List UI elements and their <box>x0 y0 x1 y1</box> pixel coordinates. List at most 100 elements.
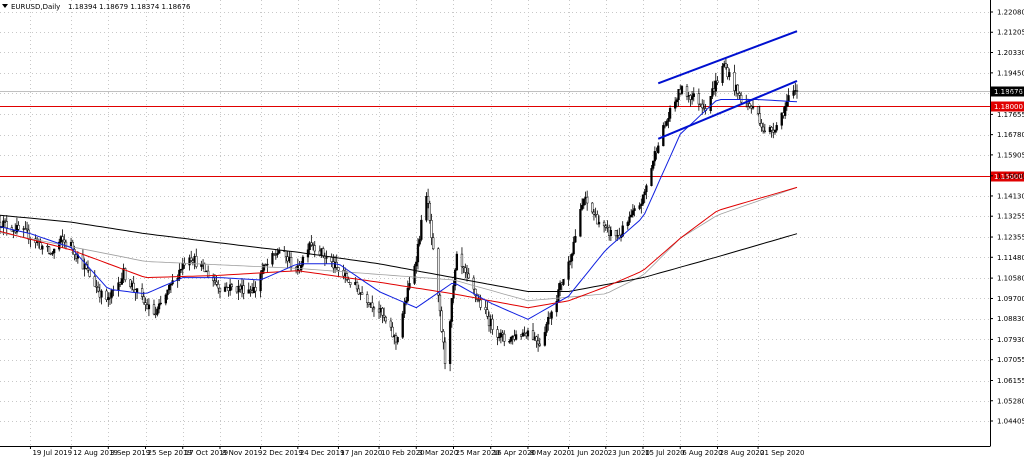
candle-body <box>179 268 183 271</box>
candle-body <box>61 236 64 241</box>
candle-body <box>472 277 475 290</box>
y-tick-label: 1.15000 <box>997 172 1024 180</box>
candle-body <box>213 280 217 283</box>
candle-body <box>586 196 589 204</box>
candle-body <box>41 245 44 250</box>
candle-body <box>792 90 795 96</box>
candle-body <box>276 253 279 256</box>
candle-body <box>596 214 599 225</box>
candle-body <box>157 303 161 310</box>
candle-body <box>266 263 269 266</box>
candle-body <box>300 264 303 271</box>
candle-body <box>432 237 435 250</box>
candle-body <box>701 103 704 109</box>
candle-body <box>531 330 535 340</box>
candle-body <box>680 86 684 94</box>
x-tick-label: 10 Feb 2020 <box>381 449 425 457</box>
candle-body <box>484 307 487 310</box>
candle-body <box>408 283 411 289</box>
x-tick-label: 25 Sep 2019 <box>148 449 192 457</box>
candle-body <box>124 268 127 281</box>
trend-line <box>657 80 798 140</box>
symbol-label: EURUSD,Daily <box>11 3 60 11</box>
y-tick-label: 1.22080 <box>997 9 1024 17</box>
candle-body <box>579 209 582 237</box>
y-tick-label: 1.20330 <box>997 49 1024 57</box>
candle-body <box>426 195 430 204</box>
candle-body <box>574 236 577 243</box>
candle-body <box>203 263 206 273</box>
candle-body <box>443 341 447 364</box>
candle-body <box>140 288 144 297</box>
candle-body <box>452 285 455 299</box>
candle-body <box>690 96 694 100</box>
candle-body <box>455 253 459 271</box>
candle-body <box>230 284 233 288</box>
candle-body <box>763 130 766 133</box>
candle-body <box>604 225 607 228</box>
candle-body <box>464 267 467 273</box>
y-tick-label: 1.08830 <box>997 315 1024 323</box>
candle-body <box>514 334 518 340</box>
candle-body <box>508 341 511 343</box>
ma-slow-line <box>0 214 798 292</box>
x-tick-label: 1 Jun 2020 <box>571 449 609 457</box>
y-tick-label: 1.14130 <box>997 192 1024 200</box>
candle-body <box>628 216 631 223</box>
candle-body <box>262 264 266 271</box>
dropdown-arrow-icon[interactable] <box>2 4 8 8</box>
candle-body <box>702 107 706 109</box>
candle-body <box>491 318 494 330</box>
candle-body <box>51 252 54 255</box>
candle-body <box>135 288 139 294</box>
candle-body <box>212 276 215 281</box>
candle-body <box>657 145 660 153</box>
candle-body <box>630 214 633 218</box>
candle-body <box>736 84 739 94</box>
candle-body <box>425 195 428 221</box>
candle-body <box>496 329 499 338</box>
candle-body <box>88 269 91 277</box>
candle-body <box>259 273 262 292</box>
candle-body <box>499 332 503 338</box>
candle-body <box>166 289 169 296</box>
candle-body <box>355 282 359 290</box>
candle-body <box>0 221 2 227</box>
x-tick-label: 16 Apr 2020 <box>493 449 536 457</box>
candle-body <box>784 106 787 116</box>
x-tick-label: 21 Sep 2020 <box>760 449 804 457</box>
candle-body <box>667 118 670 122</box>
x-tick-label: 8 May 2020 <box>530 449 571 457</box>
y-tick-label: 1.04405 <box>997 418 1024 426</box>
candle-body <box>758 113 761 124</box>
candle-body <box>206 270 210 278</box>
x-tick-label: 28 Aug 2020 <box>719 449 764 457</box>
candle-body <box>450 298 453 322</box>
candle-body <box>602 221 606 227</box>
candle-body <box>406 288 409 302</box>
candle-body <box>52 248 56 254</box>
candle-body <box>58 241 61 250</box>
candle-body <box>413 265 416 284</box>
candle-body <box>773 129 777 133</box>
candle-body <box>46 245 49 248</box>
level-price-tag <box>991 171 1024 182</box>
x-tick-label: 23 Jun 2020 <box>608 449 650 457</box>
candle-body <box>401 313 404 338</box>
candle-body <box>440 310 443 332</box>
candle-body <box>567 261 570 280</box>
candle-body <box>538 343 541 346</box>
candle-body <box>714 80 717 92</box>
candle-body <box>389 320 393 328</box>
candle-body <box>521 332 525 337</box>
candle-body <box>17 225 20 230</box>
candle-body <box>188 257 191 266</box>
candle-body <box>381 308 384 316</box>
x-tick-label: 17 Jan 2020 <box>340 449 382 457</box>
candle-body <box>147 304 151 310</box>
candle-body <box>633 208 636 211</box>
candle-body <box>716 80 719 83</box>
candle-body <box>95 286 98 288</box>
x-tick-label: 19 Jul 2019 <box>32 449 72 457</box>
